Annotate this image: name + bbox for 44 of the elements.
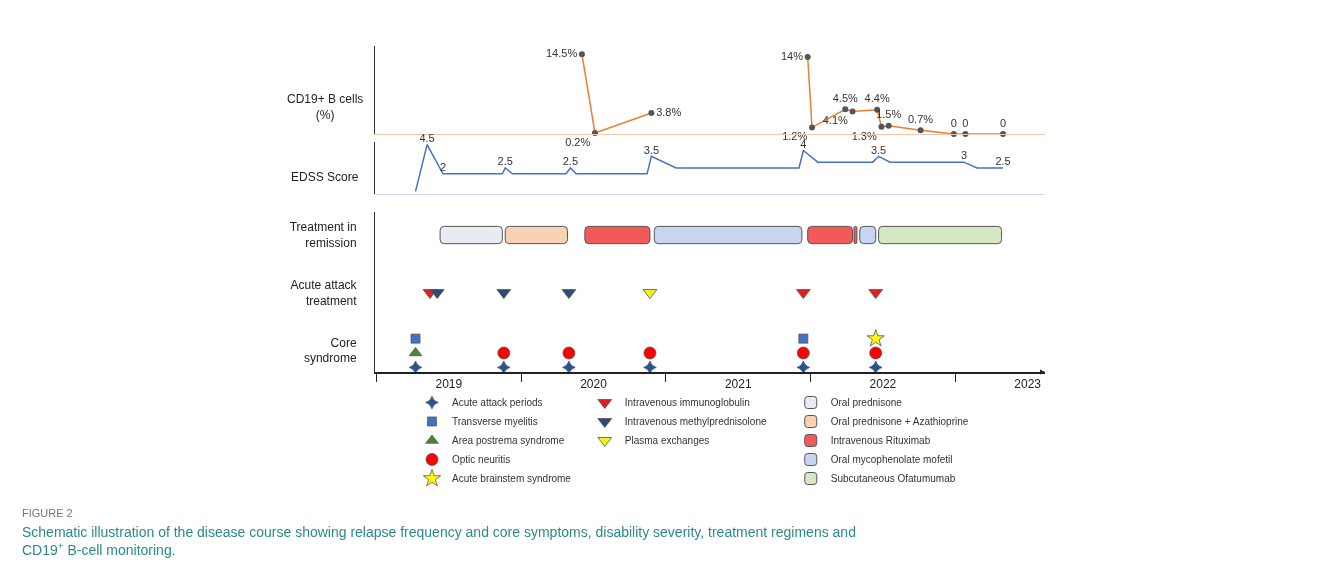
legend-label: Area postrema syndrome — [451, 435, 565, 447]
data-label: 0 — [950, 116, 957, 129]
data-label: 3.8% — [656, 105, 682, 118]
data-label: 2 — [439, 161, 447, 174]
legend-label: Optic neuritis — [451, 454, 511, 466]
data-label: 3.5 — [643, 143, 660, 156]
legend-label: Intravenous Rituximab — [830, 435, 931, 447]
data-label: 4.5 — [419, 131, 435, 144]
y-axis-title: EDSS Score — [291, 170, 359, 184]
legend-label: Acute attack periods — [451, 397, 543, 409]
legend-label: Plasma exchanges — [624, 435, 710, 447]
legend-label: Acute brainstem syndrome — [451, 473, 572, 485]
data-label: 0 — [962, 116, 969, 129]
legend-label: Intravenous immunoglobulin — [624, 397, 750, 409]
y-tick-label: Core syndrome — [303, 335, 357, 366]
data-label: 2.5 — [995, 155, 1011, 168]
y-tick-label: Treatment in remission — [289, 220, 357, 251]
x-tick-label: 2022 — [869, 377, 897, 392]
x-tick-label: 2023 — [1014, 377, 1042, 392]
data-label: 3 — [960, 149, 968, 162]
data-label: 2.5 — [562, 155, 579, 168]
data-label: 0.2% — [565, 135, 591, 148]
x-tick-label: 2020 — [580, 377, 608, 392]
data-label: 4.1% — [822, 114, 848, 127]
y-tick-label: Acute attack treatment — [290, 277, 358, 308]
legend-label: Intravenous methylprednisolone — [624, 416, 767, 428]
x-tick-label: 2021 — [724, 377, 752, 392]
legend-label: Oral mycophenolate mofetil — [830, 454, 953, 466]
text: Schematic illustration of the disease course showing relapse frequency and core symptoms, disability severity, treatment regimens and CD19$^{+}$ B-cell monitoring. — [22, 524, 856, 559]
data-label: 4.4% — [864, 92, 890, 105]
data-label: 4.5% — [832, 91, 859, 104]
data-label: 0 — [999, 116, 1007, 129]
data-label: 14% — [780, 49, 804, 62]
data-label: 0.7% — [908, 112, 934, 125]
legend-label: Oral prednisone — [830, 397, 903, 409]
legend-label: Oral prednisone + Azathioprine — [830, 416, 969, 428]
x-tick-label: 2019 — [435, 377, 463, 392]
data-label: 3.5 — [870, 143, 887, 156]
legend-label: Subcutaneous Ofatumumab — [830, 473, 956, 485]
caption: FIGURE 2 — [22, 507, 73, 519]
data-label: 14.5% — [545, 46, 578, 59]
y-axis-title: CD19+ B cells (%) — [287, 92, 364, 122]
data-label: 2.5 — [497, 155, 513, 168]
legend-label: Transverse myelitis — [451, 416, 538, 428]
